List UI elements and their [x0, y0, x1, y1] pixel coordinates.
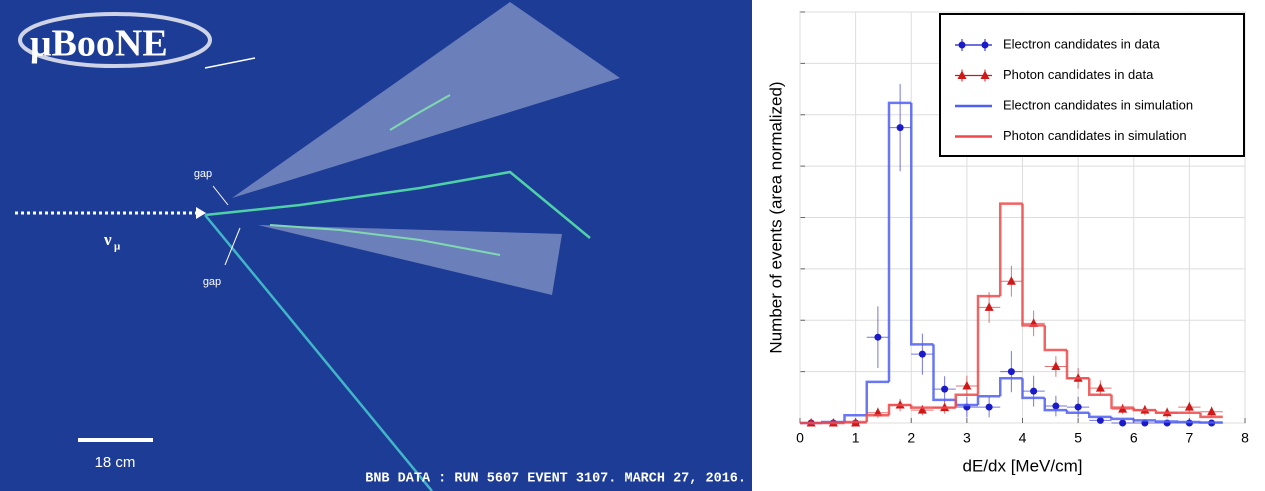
- data-point: [1052, 402, 1060, 410]
- shower-cone: [232, 2, 620, 198]
- data-point: [962, 381, 972, 390]
- histogram-step: [1199, 421, 1223, 424]
- histogram-step: [1110, 394, 1134, 409]
- histogram-step: [999, 202, 1023, 297]
- histogram-step: [1021, 203, 1045, 327]
- gap-pointer: [224, 227, 241, 266]
- x-tick-label: 7: [1185, 430, 1193, 446]
- data-point: [874, 333, 882, 341]
- gap-label: gap: [194, 168, 212, 180]
- shower-hits: [269, 224, 501, 256]
- data-point: [917, 405, 927, 414]
- histogram-step: [887, 403, 912, 416]
- logo: μBooNE: [30, 23, 168, 65]
- logo-arrow: [204, 57, 256, 69]
- data-point: [1096, 416, 1104, 424]
- shower-cone: [258, 225, 562, 295]
- data-point: [1207, 406, 1217, 416]
- event-display: μBooNE gap gap ν μ 18 cm BNB DATA : RUN …: [0, 0, 752, 491]
- x-tick-label: 8: [1241, 430, 1249, 446]
- histogram-step: [1065, 350, 1090, 380]
- x-axis-label: dE/dx [MeV/cm]: [963, 456, 1083, 475]
- histogram-step: [865, 414, 889, 422]
- gap-pointer: [212, 185, 229, 206]
- data-point: [1119, 419, 1127, 427]
- data-point: [984, 302, 994, 311]
- histogram-step: [1110, 416, 1134, 421]
- histogram-step: [1043, 397, 1067, 412]
- logo-swoosh: [18, 12, 212, 68]
- histogram-step: [1132, 418, 1156, 422]
- x-tick-label: 2: [907, 430, 915, 446]
- legend-label: Electron candidates in data: [1003, 36, 1161, 51]
- histogram-step: [1154, 410, 1179, 414]
- histogram-step: [932, 344, 956, 402]
- data-point: [1051, 361, 1061, 370]
- shower-hits: [389, 94, 451, 131]
- track: [204, 170, 591, 239]
- x-tick-label: 5: [1074, 430, 1082, 446]
- y-axis-label: Number of events (area normalized): [766, 81, 785, 353]
- neutrino-subscript: μ: [114, 241, 121, 253]
- legend-box: [939, 13, 1245, 157]
- run-caption: BNB DATA : RUN 5607 EVENT 3107. MARCH 27…: [365, 472, 746, 487]
- histogram-step: [1065, 410, 1090, 414]
- x-tick-label: 1: [852, 430, 860, 446]
- histogram-step: [976, 294, 1001, 395]
- histogram-step: [999, 377, 1023, 397]
- x-tick-label: 4: [1019, 430, 1027, 446]
- histogram-step: [1132, 407, 1156, 412]
- histogram-step: [1088, 412, 1112, 419]
- data-point: [918, 350, 926, 358]
- data-point: [1007, 368, 1015, 376]
- legend-label: Electron candidates in simulation: [1003, 97, 1193, 112]
- data-point: [896, 124, 904, 132]
- legend-label: Photon candidates in simulation: [1003, 128, 1187, 143]
- histogram-step: [1154, 420, 1179, 423]
- histogram-chart: 0 1 2 3 4 5 6 7 8 dE/dx [MeV/cm] Number of events …: [766, 11, 1249, 475]
- histogram-step: [1088, 378, 1112, 396]
- data-point: [1074, 403, 1082, 411]
- legend: Electron candidates in data Photon candid…: [939, 13, 1245, 157]
- histogram-step: [887, 101, 912, 382]
- gap-label: gap: [203, 276, 221, 288]
- x-tick-label: 3: [963, 430, 971, 446]
- histogram-step: [843, 414, 867, 422]
- x-tick-label: 0: [796, 430, 804, 446]
- data-point: [1006, 276, 1016, 285]
- data-point: [941, 385, 949, 393]
- data-point: [1030, 387, 1038, 395]
- histogram-step: [1177, 420, 1201, 424]
- neutrino-label: ν: [103, 230, 112, 249]
- data-point: [985, 403, 993, 411]
- histogram-step: [865, 380, 889, 416]
- arrow-head: [196, 207, 206, 219]
- scale-label: 18 cm: [95, 454, 136, 471]
- data-point: [1184, 402, 1194, 411]
- x-tick-label: 6: [1130, 430, 1138, 446]
- track: [204, 214, 433, 491]
- data-point: [1095, 383, 1105, 392]
- histogram-step: [910, 405, 934, 409]
- histogram-step: [843, 420, 867, 424]
- histogram-step: [1199, 412, 1223, 419]
- histogram-step: [1043, 325, 1067, 352]
- histogram-step: [954, 393, 978, 408]
- event-background: [0, 0, 752, 491]
- histogram-step: [910, 102, 934, 346]
- histogram-step: [976, 395, 1001, 406]
- legend-label: Photon candidates in data: [1003, 67, 1154, 82]
- histogram-step: [1021, 378, 1045, 400]
